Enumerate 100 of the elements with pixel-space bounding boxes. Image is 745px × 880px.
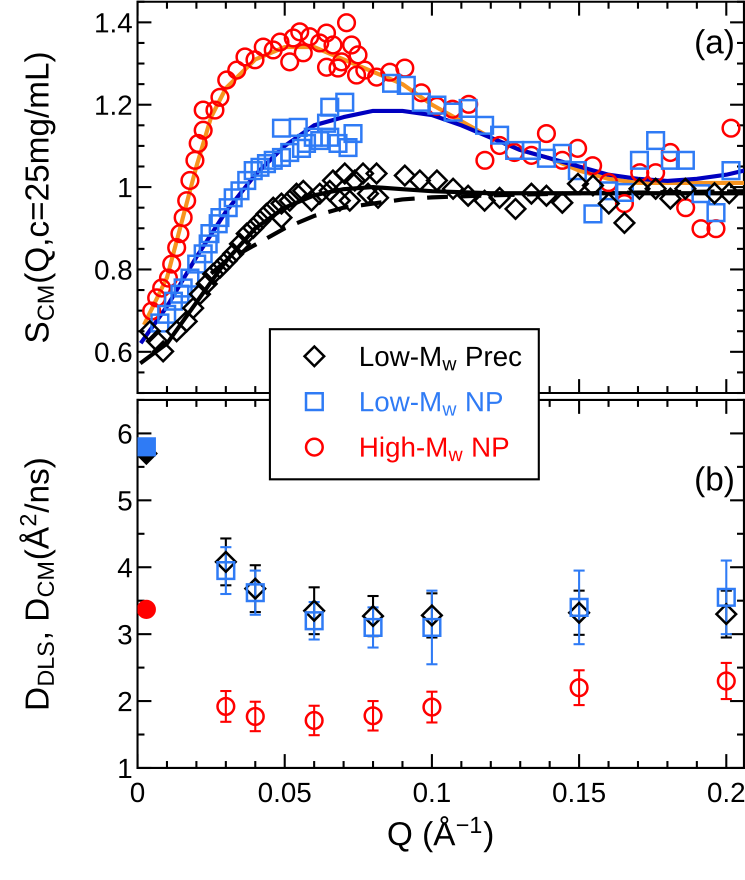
point [187,254,206,274]
y-axis-title: D$_{DLS}$, D$_{CM}$(Å$^{2}$/ns) [19,459,56,708]
y-axis-title: S$_{CM}$(Q,c=25mg/mL) [24,53,56,342]
y-tick-label: 5 [118,491,132,511]
point [292,138,312,158]
y-tick-label: 6 [118,424,132,444]
point [320,98,340,117]
annotation: (a) [696,29,733,60]
point [300,190,323,212]
point [363,618,383,638]
point [344,169,366,192]
point [250,158,270,177]
point [256,154,276,174]
point [338,138,358,158]
point [216,696,236,716]
point [224,188,243,208]
point [218,198,238,218]
point [716,671,736,691]
point [138,437,156,456]
point [598,192,620,215]
point [394,164,416,187]
point [166,320,188,342]
point [522,140,541,160]
y-tick-label: 0.6 [95,342,132,362]
x-tick-label: 0.05 [258,782,311,802]
x-tick-label: 0.1 [414,782,450,802]
point [570,678,589,698]
point [198,234,218,254]
point [208,214,228,234]
point [272,148,292,168]
point [320,128,340,147]
point [583,204,603,224]
point [644,178,667,200]
x-tick-label: 0.15 [553,782,605,802]
point [721,161,741,180]
point [196,272,218,295]
x-tick-label: 0 [130,782,144,802]
point [244,161,263,180]
y-tick-label: 1.4 [96,13,132,32]
y-tick-label: 1 [119,758,132,778]
point [536,148,556,168]
point [182,297,204,320]
point [490,126,510,145]
y-tick-label: 0.8 [95,260,132,280]
point [659,188,682,210]
point [328,134,348,154]
point [278,190,301,212]
point [200,224,220,244]
point [296,134,316,154]
point [568,161,587,180]
point [188,283,212,306]
point [237,170,256,190]
point [236,222,258,245]
point [262,196,284,219]
x-axis-title: Q (Å$^{−1}$) [388,816,492,852]
point [703,182,726,204]
point [264,150,283,170]
point [474,190,496,212]
point [322,169,344,192]
point [613,212,636,234]
point [442,178,464,200]
point [396,76,416,95]
point [248,210,272,232]
point [356,182,380,205]
point [170,284,190,304]
y-tick-label: 4 [118,558,132,578]
point [210,208,230,228]
point [718,182,740,204]
point [343,124,363,144]
point [475,116,494,135]
point [520,182,542,205]
y-tick-label: 3 [118,624,132,644]
point [365,162,388,185]
point [660,150,680,170]
point [551,192,574,214]
y-tick-label: 1 [119,178,132,198]
point [676,150,695,170]
point [646,130,666,150]
point [176,310,198,332]
point [628,178,651,200]
point [444,102,463,122]
point [335,92,354,112]
point [382,74,402,93]
point [288,118,308,137]
point [422,618,442,638]
point [582,174,604,197]
point [706,203,726,222]
point [630,150,650,170]
point [138,320,161,342]
point [504,198,527,220]
point [272,118,292,138]
point [304,710,324,730]
y-tick-label: 2 [118,692,132,712]
point [316,114,336,133]
point [328,190,351,212]
point [285,182,308,205]
point [194,244,213,264]
point [138,600,156,619]
y-tick-label: 1.2 [96,95,132,115]
annotation: (b) [696,466,733,498]
